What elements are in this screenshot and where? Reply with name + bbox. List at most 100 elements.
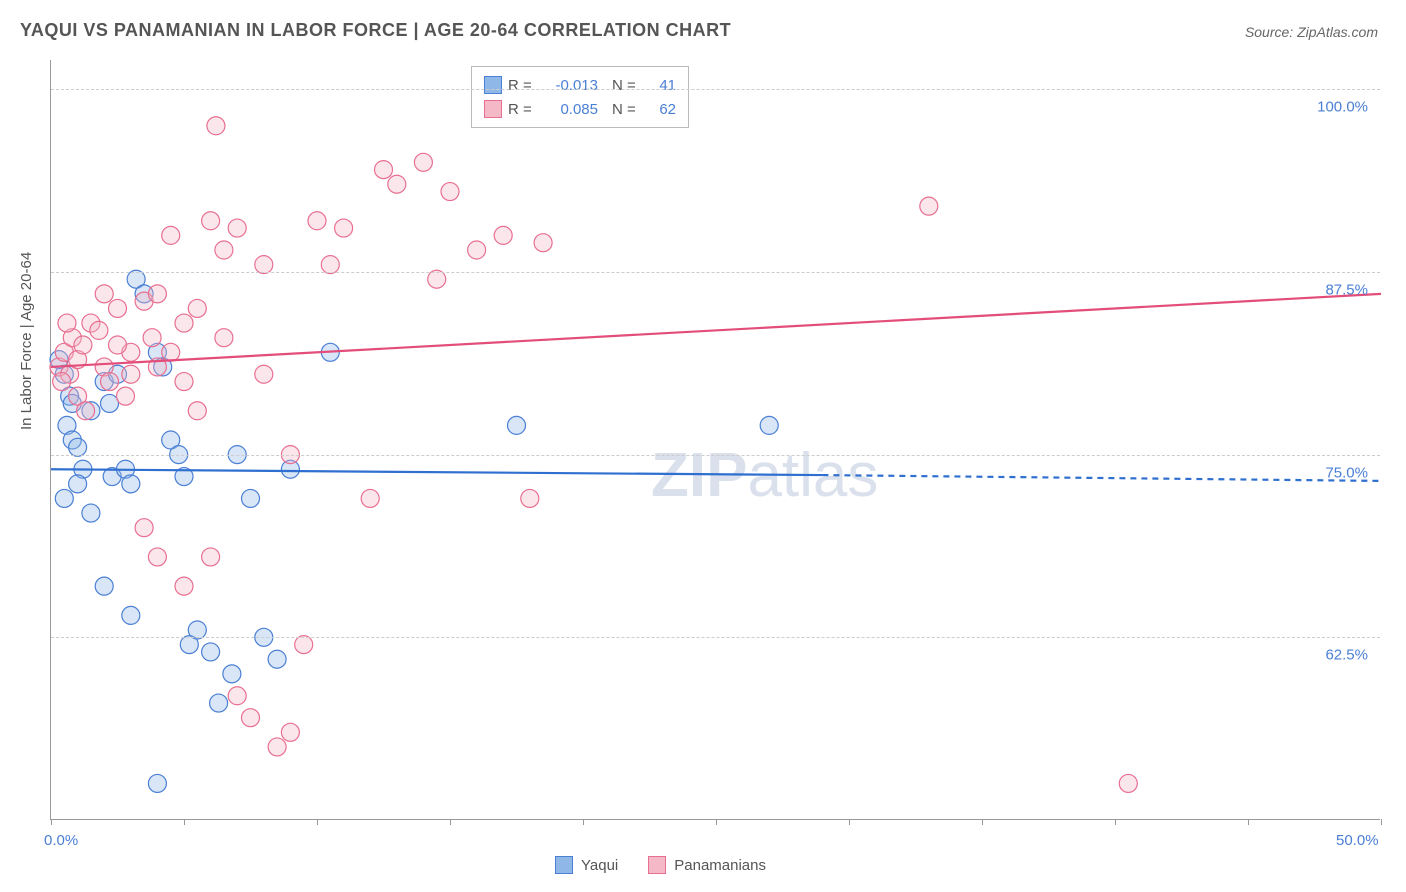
data-point (441, 183, 459, 201)
y-tick-label: 62.5% (1325, 647, 1368, 664)
grid-line (51, 637, 1380, 638)
data-point (228, 219, 246, 237)
data-point (188, 621, 206, 639)
legend-r-value: -0.013 (542, 77, 598, 94)
data-point (414, 153, 432, 171)
grid-line (51, 89, 1380, 90)
data-point (69, 475, 87, 493)
data-point (242, 489, 260, 507)
data-point (162, 226, 180, 244)
x-tick-mark (982, 819, 983, 825)
data-point (101, 394, 119, 412)
data-point (77, 402, 95, 420)
legend-n-label: N = (612, 77, 642, 94)
legend-n-value: 62 (648, 101, 676, 118)
data-point (321, 256, 339, 274)
data-point (148, 285, 166, 303)
data-point (534, 234, 552, 252)
source-attribution: Source: ZipAtlas.com (1245, 24, 1378, 40)
data-point (95, 577, 113, 595)
legend-r-value: 0.085 (542, 101, 598, 118)
data-point (143, 329, 161, 347)
scatter-svg (51, 60, 1380, 819)
data-point (361, 489, 379, 507)
data-point (388, 175, 406, 193)
data-point (295, 636, 313, 654)
grid-line (51, 272, 1380, 273)
data-point (122, 606, 140, 624)
trend-line-extrapolated (822, 475, 1381, 481)
data-point (162, 343, 180, 361)
data-point (116, 387, 134, 405)
data-point (202, 548, 220, 566)
data-point (920, 197, 938, 215)
data-point (101, 373, 119, 391)
legend-item: Panamanians (648, 856, 766, 874)
data-point (255, 365, 273, 383)
x-tick-mark (716, 819, 717, 825)
data-point (175, 577, 193, 595)
x-tick-mark (1115, 819, 1116, 825)
data-point (268, 738, 286, 756)
data-point (188, 299, 206, 317)
data-point (268, 650, 286, 668)
data-point (148, 548, 166, 566)
grid-line (51, 455, 1380, 456)
data-point (175, 373, 193, 391)
y-tick-label: 100.0% (1317, 99, 1368, 116)
data-point (255, 256, 273, 274)
data-point (508, 416, 526, 434)
data-point (69, 438, 87, 456)
x-tick-mark (1381, 819, 1382, 825)
x-tick-label: 50.0% (1336, 832, 1379, 849)
data-point (53, 373, 71, 391)
data-point (494, 226, 512, 244)
legend-item: Yaqui (555, 856, 618, 874)
chart-title: YAQUI VS PANAMANIAN IN LABOR FORCE | AGE… (20, 20, 731, 41)
legend-label: Yaqui (581, 857, 618, 874)
data-point (210, 694, 228, 712)
data-point (122, 365, 140, 383)
x-tick-mark (450, 819, 451, 825)
data-point (74, 336, 92, 354)
data-point (428, 270, 446, 288)
y-axis-label: In Labor Force | Age 20-64 (18, 252, 35, 430)
data-point (55, 489, 73, 507)
data-point (135, 519, 153, 537)
chart-plot-area: ZIPatlas R =-0.013N =41R =0.085N =62 62.… (50, 60, 1380, 820)
data-point (468, 241, 486, 259)
legend-row: R =-0.013N =41 (484, 73, 676, 97)
legend-swatch (484, 76, 502, 94)
y-tick-label: 75.0% (1325, 464, 1368, 481)
data-point (148, 774, 166, 792)
legend-swatch (484, 100, 502, 118)
data-point (202, 643, 220, 661)
data-point (58, 314, 76, 332)
x-tick-mark (583, 819, 584, 825)
data-point (521, 489, 539, 507)
data-point (175, 314, 193, 332)
data-point (228, 687, 246, 705)
trend-line (51, 469, 822, 475)
x-tick-mark (849, 819, 850, 825)
data-point (215, 241, 233, 259)
data-point (760, 416, 778, 434)
x-tick-mark (184, 819, 185, 825)
data-point (223, 665, 241, 683)
data-point (1119, 774, 1137, 792)
correlation-legend: R =-0.013N =41R =0.085N =62 (471, 66, 689, 128)
x-tick-mark (317, 819, 318, 825)
series-legend: Yaqui Panamanians (555, 856, 766, 874)
data-point (242, 709, 260, 727)
x-tick-label: 0.0% (44, 832, 78, 849)
legend-row: R =0.085N =62 (484, 97, 676, 121)
legend-swatch (555, 856, 573, 874)
data-point (335, 219, 353, 237)
data-point (202, 212, 220, 230)
legend-n-value: 41 (648, 77, 676, 94)
data-point (122, 475, 140, 493)
data-point (375, 161, 393, 179)
data-point (82, 504, 100, 522)
data-point (281, 723, 299, 741)
data-point (207, 117, 225, 135)
